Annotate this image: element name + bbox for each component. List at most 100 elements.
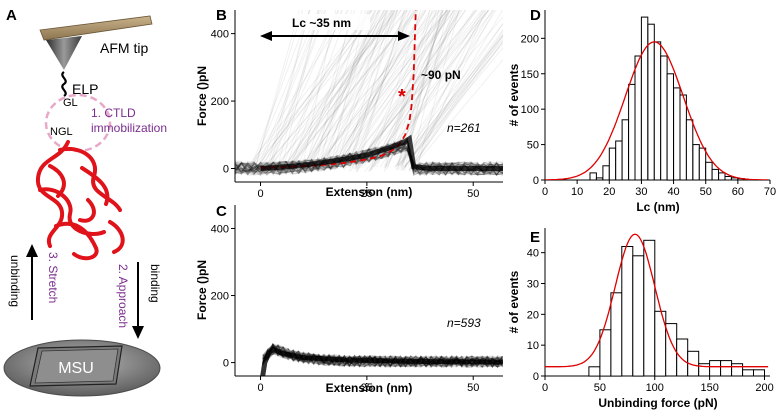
panel-e-x-tick-label: 0 [542,382,548,394]
panel-b-trace-line [363,10,449,166]
panel-b-trace-line [321,10,448,166]
panel-d-histogram-bar [640,16,649,181]
panel-b-trace-line [370,10,451,171]
panel-b-trace-line [360,10,463,168]
panel-b-trace-line [398,10,493,170]
panel-b-trace-line [410,10,449,167]
panel-d-x-tick-label: 0 [542,186,548,198]
panel-b-trace-noise [235,144,503,176]
panel-b-trace-line [409,10,503,169]
panel-d-y-tick-label: 200 [521,33,539,45]
panel-e-histogram-bar [753,369,765,377]
panel-e-x-label: Unbinding force (pN) [598,396,717,410]
panel-b: B 0 25 50 0 200 400 Extension (nm) Force ()pN… [195,7,503,200]
unbinding-label: unbinding [8,255,22,307]
panel-d-histogram-bar [692,144,700,181]
panel-b-trace-noise [235,142,503,175]
panel-d-y-label: # of events [507,63,521,126]
panel-b-trace-line [305,10,435,168]
cantilever [39,15,153,41]
panel-b-trace-line [384,10,433,169]
step2-label: 2. Approach [116,264,130,328]
panel-d-bars [589,16,745,181]
panel-b-trace-line [367,10,477,172]
panel-b-trace-line [395,42,503,171]
panel-b-trace-line [339,10,448,168]
panel-c-x-label: Extension (nm) [326,381,413,395]
panel-b-trace-noise [235,140,503,176]
gl-label: GL [63,97,78,109]
panel-b-trace-line [364,10,495,172]
lc-label: Lc ~35 nm [292,16,351,30]
panel-d-histogram-bar [621,119,629,181]
panel-b-trace-line [373,10,461,168]
panel-d-histogram-bar [628,83,636,181]
panel-e-y-tick-label: 40 [527,248,539,260]
panel-d-histogram-bar [673,87,681,181]
step1-label-rest: immobilization [91,121,167,135]
panel-e-bars [588,239,765,377]
panel-c-y-tick-label: 400 [211,223,229,235]
panel-b-trace-noise [235,141,503,176]
panel-d-histogram-bar [718,172,726,181]
binding-label: binding [148,264,162,303]
panel-b-trace-noise [235,143,503,177]
panel-b-trace-noise [235,139,503,176]
panel-e-y-tick-label: 20 [527,309,539,321]
panel-b-trace-line [368,10,457,172]
panel-b-x-tick-label: 0 [257,188,263,200]
panel-b-trace-line [409,40,503,170]
ngl-label: NGL [50,126,73,138]
force-note: ~90 pN [421,68,461,82]
panel-e-x-tick-label: 100 [646,382,664,394]
panel-b-trace-line [332,10,455,170]
panel-b-trace-noise [235,137,503,176]
panel-b-trace-line [355,10,489,173]
panel-b-trace-line [403,46,503,168]
panel-c-series [260,346,503,376]
msu-crystal-surface [3,339,161,397]
panel-b-trace-noise [235,142,503,176]
panel-b-trace-noise [235,142,503,175]
panel-e-histogram-bar [588,366,601,377]
panel-e-y-tick-label: 0 [533,371,539,383]
panel-b-n-label: n=261 [447,121,481,135]
panel-d-histogram-bar [685,119,694,181]
panel-b-trace-line [343,10,451,171]
panel-b-y-tick-label: 200 [211,96,229,108]
panel-e-histogram-bar [610,292,623,377]
panel-c-n-label: n=593 [447,316,481,330]
panel-b-force-traces [235,10,503,177]
panel-d-histogram-bar [653,41,662,181]
panel-c-ticks: 0 25 50 0 200 400 [211,223,480,394]
panel-b-trace-line [322,10,451,169]
panel-b-trace-line [354,10,476,171]
panel-c: C 0 25 50 0 200 400 Extension (nm) Force ()pN… [195,203,503,395]
panel-e-fit [545,233,769,368]
panel-d-y-tick-label: 50 [527,140,539,152]
panel-b-y-tick-label: 400 [211,29,229,41]
panel-d-ticks: 0 10 20 30 40 50 60 70 0 50 100 150 200 [521,33,776,198]
panel-c-y-tick-label: 200 [211,291,229,303]
panel-b-trace-line [408,58,503,172]
panel-b-trace-line [411,35,503,169]
panel-e-letter: E [530,229,540,246]
panel-b-trace-noise [235,146,503,175]
panel-b-trace-line [404,22,503,168]
panel-b-x-tick-label: 25 [361,188,373,200]
panel-c-trace-noise [262,349,503,367]
panel-e-y-label: # of events [507,270,521,333]
approach-arrow [132,262,144,339]
ctld-protein-structure [35,140,125,261]
panel-c-x-tick-label: 25 [361,382,373,394]
panel-b-trace-noise [235,139,503,176]
panel-b-trace-noise [235,143,503,175]
panel-b-x-tick-label: 50 [467,188,479,200]
panel-d-fit [545,41,769,180]
panel-d-y-tick-label: 150 [521,69,539,81]
step1-label: 1. CTLD [91,106,136,120]
panel-d-x-label: Lc (nm) [636,200,679,214]
panel-d-x-tick-label: 20 [603,186,615,198]
panel-b-trace-noise [235,137,503,176]
